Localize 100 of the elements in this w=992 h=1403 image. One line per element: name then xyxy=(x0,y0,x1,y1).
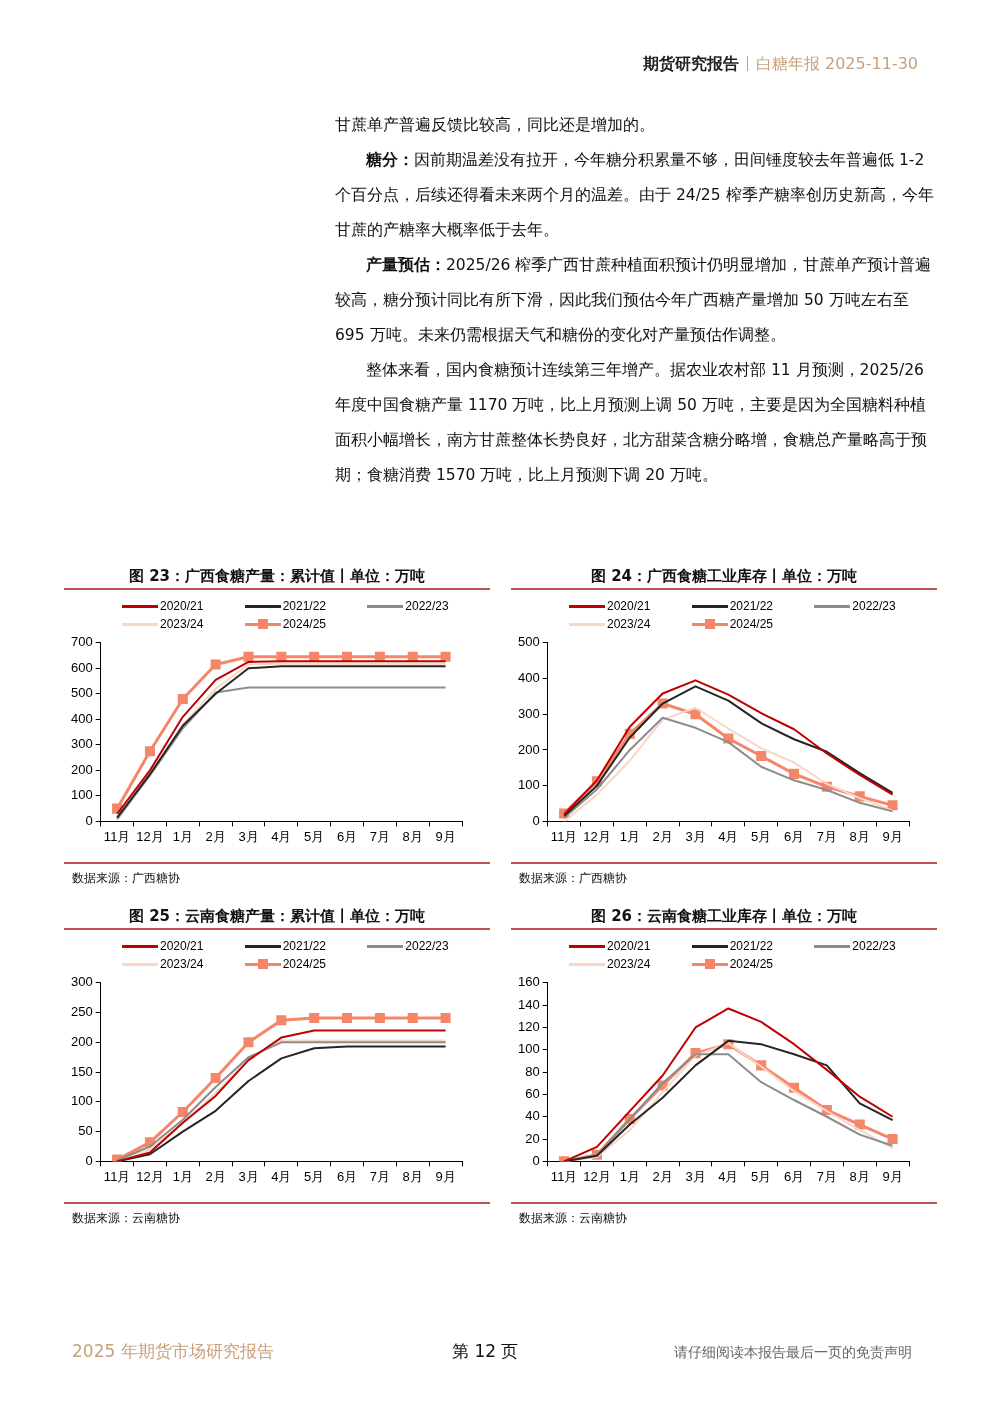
y-tick-label: 100 xyxy=(517,777,540,793)
legend-label: 2020/21 xyxy=(160,939,204,953)
x-tick-label: 12月 xyxy=(583,828,611,844)
x-tick-label: 1月 xyxy=(619,1168,640,1184)
x-tick-label: 1月 xyxy=(619,828,640,844)
y-tick-label: 100 xyxy=(70,1093,93,1109)
legend-label: 2022/23 xyxy=(405,939,449,953)
source-note: 数据来源：云南糖协 xyxy=(64,1202,490,1227)
x-tick-label: 9月 xyxy=(435,1168,456,1184)
x-tick-label: 11月 xyxy=(103,828,131,844)
y-tick-label: 200 xyxy=(517,741,540,757)
x-tick-label: 7月 xyxy=(369,828,390,844)
y-tick-label: 300 xyxy=(70,974,93,990)
x-tick-label: 9月 xyxy=(882,828,903,844)
y-tick-label: 700 xyxy=(70,634,93,650)
y-tick-label: 50 xyxy=(78,1123,93,1139)
legend-label: 2021/22 xyxy=(282,939,327,953)
legend-label: 2024/25 xyxy=(729,617,774,631)
y-tick-label: 400 xyxy=(517,670,540,686)
legend-label: 2021/22 xyxy=(282,599,327,613)
x-tick-label: 5月 xyxy=(751,1168,772,1184)
x-tick-label: 3月 xyxy=(238,1168,259,1184)
x-tick-label: 4月 xyxy=(718,828,739,844)
y-tick-label: 0 xyxy=(85,812,93,828)
legend-label: 2023/24 xyxy=(160,957,204,971)
text: 第 12 页 xyxy=(452,1340,519,1363)
y-tick-label: 0 xyxy=(532,1152,540,1168)
x-tick-label: 4月 xyxy=(271,1168,292,1184)
legend-label: 2024/25 xyxy=(729,957,774,971)
text: 白糖年报 2025-11-30 xyxy=(755,54,918,73)
source-note: 数据来源：广西糖协 xyxy=(511,862,937,887)
legend-label: 2020/21 xyxy=(607,599,651,613)
x-tick-label: 4月 xyxy=(718,1168,739,1184)
legend-label: 2020/21 xyxy=(607,939,651,953)
x-tick-label: 11月 xyxy=(550,828,578,844)
x-tick-label: 7月 xyxy=(369,1168,390,1184)
x-tick-label: 5月 xyxy=(304,828,325,844)
y-tick-label: 20 xyxy=(525,1130,540,1146)
y-tick-label: 40 xyxy=(525,1108,540,1124)
y-tick-label: 0 xyxy=(532,812,540,828)
y-tick-label: 200 xyxy=(70,1033,93,1049)
chart-title: 图 24：广西食糖工业库存丨单位：万吨 xyxy=(511,564,937,590)
chart-title: 图 25：云南食糖产量：累计值丨单位：万吨 xyxy=(64,904,490,930)
x-tick-label: 8月 xyxy=(849,828,870,844)
y-tick-label: 0 xyxy=(85,1152,93,1168)
x-tick-label: 1月 xyxy=(172,1168,193,1184)
x-tick-label: 2月 xyxy=(205,828,226,844)
y-tick-label: 300 xyxy=(517,705,540,721)
y-tick-label: 600 xyxy=(70,659,93,675)
x-tick-label: 6月 xyxy=(336,828,358,844)
text: 2025 年期货市场研究报告 xyxy=(72,1340,274,1363)
legend-label: 2020/21 xyxy=(160,599,204,613)
source-note: 数据来源：云南糖协 xyxy=(511,1202,937,1227)
x-tick-label: 3月 xyxy=(238,828,259,844)
text: 请仔细阅读本报告最后一页的免责声明 xyxy=(674,1344,912,1362)
chart-title: 图 26：云南食糖工业库存丨单位：万吨 xyxy=(511,904,937,930)
y-tick-label: 60 xyxy=(525,1086,540,1101)
x-tick-label: 11月 xyxy=(103,1168,131,1184)
text: 甘蔗单产普遍反馈比较高，同比还是增加的。 xyxy=(335,115,656,136)
legend-label: 2024/25 xyxy=(282,617,327,631)
x-tick-label: 2月 xyxy=(652,1168,673,1184)
x-tick-label: 12月 xyxy=(136,828,164,844)
x-tick-label: 6月 xyxy=(783,1168,805,1184)
y-tick-label: 200 xyxy=(70,761,93,777)
x-tick-label: 2月 xyxy=(652,828,673,844)
x-tick-label: 9月 xyxy=(882,1168,903,1184)
x-tick-label: 4月 xyxy=(271,828,292,844)
y-tick-label: 80 xyxy=(525,1063,540,1079)
y-tick-label: 400 xyxy=(70,710,93,726)
x-tick-label: 9月 xyxy=(435,828,456,844)
x-tick-label: 3月 xyxy=(685,1168,706,1184)
legend-label: 2024/25 xyxy=(282,957,327,971)
x-tick-label: 8月 xyxy=(402,1168,423,1184)
text: 期货研究报告 xyxy=(642,54,739,73)
legend-label: 2022/23 xyxy=(852,599,896,613)
y-tick-label: 300 xyxy=(70,736,93,752)
text: 整体来看，国内食糖预计连续第三年增产。据农业农村部 11 月预测，2025/26 年度中国食糖产量 1170 万吨，比上月预测上调 50 万吨，主要是因为全国糖料种植面积小幅增长，南方甘蔗整体长势良好，北方甜菜含糖分略增，食糖总产量略高于预期；食糖消费 1570 万吨，比上月预测下调 20 万吨。 xyxy=(335,360,928,486)
x-tick-label: 11月 xyxy=(550,1168,578,1184)
y-tick-label: 140 xyxy=(517,996,540,1012)
x-tick-label: 5月 xyxy=(304,1168,325,1184)
x-tick-label: 8月 xyxy=(402,828,423,844)
legend-label: 2023/24 xyxy=(160,617,204,631)
x-tick-label: 12月 xyxy=(583,1168,611,1184)
y-tick-label: 500 xyxy=(70,685,93,701)
text: 产量预估：2025/26 榨季广西甘蔗种植面积预计仍明显增加，甘蔗单产预计普遍较高，糖分预计同比有所下滑，因此我们预估今年广西糖产量增加 50 万吨左右至 695 万吨。未来仍需根据天气和糖份的变化对产量预估作调整。 xyxy=(335,255,933,346)
x-tick-label: 2月 xyxy=(205,1168,226,1184)
x-tick-label: 3月 xyxy=(685,828,706,844)
y-tick-label: 160 xyxy=(517,974,540,990)
x-tick-label: 7月 xyxy=(816,1168,837,1184)
legend-label: 2021/22 xyxy=(729,599,774,613)
legend-label: 2022/23 xyxy=(405,599,449,613)
chart-title: 图 23：广西食糖产量：累计值丨单位：万吨 xyxy=(64,564,490,590)
source-note: 数据来源：广西糖协 xyxy=(64,862,490,887)
legend-label: 2022/23 xyxy=(852,939,896,953)
y-tick-label: 150 xyxy=(70,1063,93,1079)
y-tick-label: 100 xyxy=(517,1041,540,1057)
x-tick-label: 5月 xyxy=(751,828,772,844)
legend-label: 2023/24 xyxy=(607,617,651,631)
x-tick-label: 6月 xyxy=(783,828,805,844)
x-tick-label: 1月 xyxy=(172,828,193,844)
